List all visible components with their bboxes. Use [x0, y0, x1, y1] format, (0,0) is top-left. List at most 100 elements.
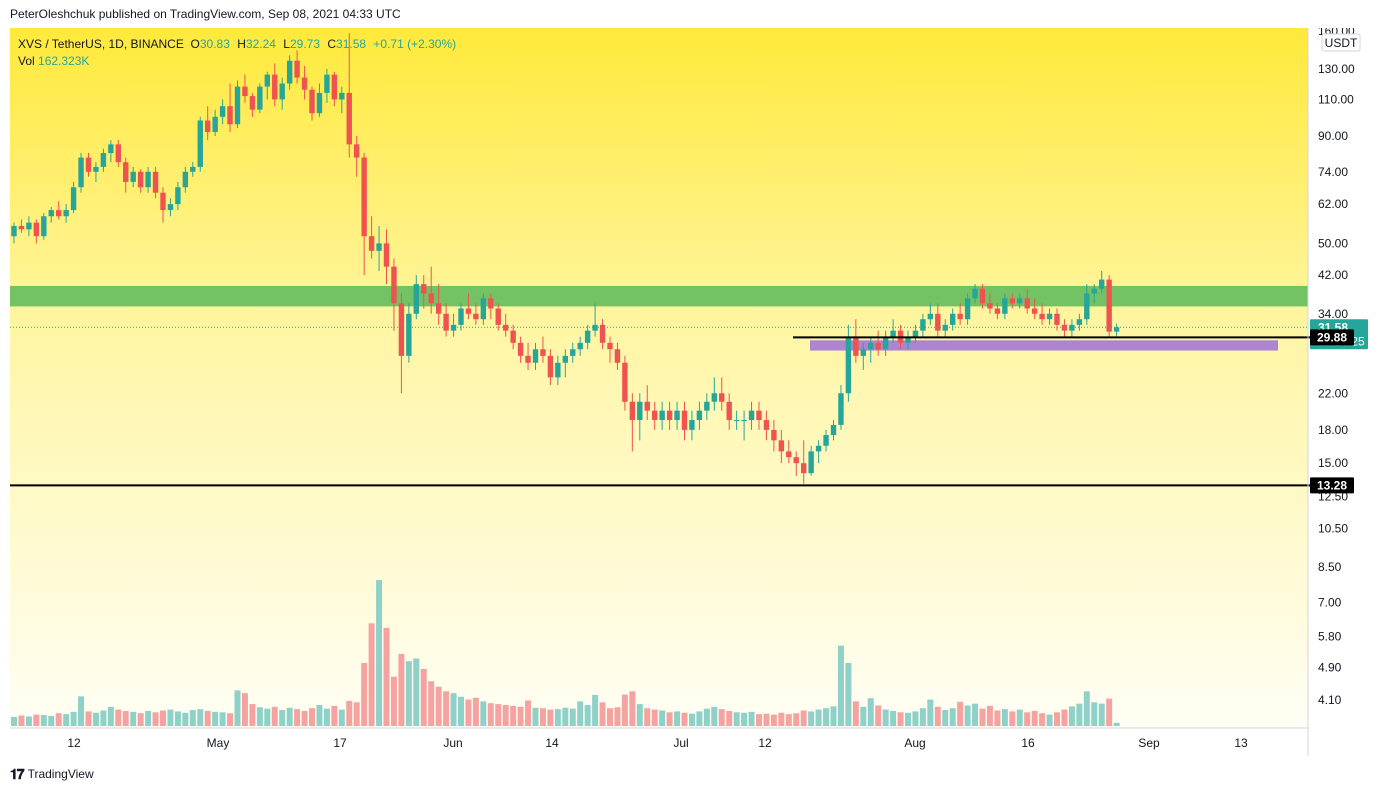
candle-body [205, 120, 211, 133]
volume-bar [353, 702, 360, 726]
candle-body [540, 349, 546, 356]
candle-body [830, 424, 837, 436]
candle-body [443, 313, 449, 331]
volume-bar [78, 696, 85, 726]
volume-bar [1113, 722, 1120, 726]
volume-bar [674, 711, 681, 726]
volume-bar [867, 698, 874, 726]
candle-body [421, 284, 427, 294]
candle-body [510, 330, 516, 343]
candle-body [272, 74, 278, 100]
candle-body [391, 266, 397, 304]
candle-body [629, 401, 636, 421]
currency-unit-badge[interactable]: USDT [1321, 33, 1361, 52]
volume-bar [130, 711, 137, 726]
zone-resistance[interactable] [10, 285, 1308, 307]
y-tick-label: 110.00 [1318, 92, 1354, 106]
candle-body [905, 336, 911, 343]
volume-bar [25, 716, 32, 726]
volume-bar [860, 706, 867, 726]
volume-bar [763, 713, 770, 726]
candle-body [435, 303, 442, 314]
y-tick-label: 4.90 [1318, 660, 1342, 674]
x-tick-label: 14 [545, 736, 559, 750]
volume-bar [748, 711, 755, 726]
candlestick-chart[interactable]: 160.00130.00110.0090.0074.0062.0050.0042… [0, 24, 1386, 760]
volume-bar [137, 713, 144, 726]
y-tick-label: 15.00 [1318, 456, 1348, 470]
candle-body [793, 457, 799, 464]
candle-body [18, 225, 25, 230]
candle-body [339, 92, 345, 100]
candle-body [368, 236, 375, 251]
candle-body [331, 74, 338, 100]
candle-body [264, 74, 270, 87]
volume-bar [495, 704, 502, 726]
chart-area[interactable]: 160.00 130.00 110.00 90.00 74.00 62.00 50.00 42… [0, 24, 1386, 760]
high-value: 32.24 [245, 37, 276, 51]
volume-bar [48, 715, 55, 726]
volume-bar [1098, 703, 1105, 726]
candle-body [815, 445, 822, 452]
volume-bar [234, 690, 241, 726]
volume-bar [323, 708, 330, 726]
volume-bar [480, 701, 487, 726]
volume-bar [413, 658, 420, 726]
volume-bar [398, 653, 405, 726]
tradingview-logo-text[interactable]: TradingView [27, 767, 94, 781]
volume-bar [830, 706, 837, 726]
volume-bar [256, 707, 263, 726]
candle-body [599, 324, 606, 343]
candle-body [137, 171, 144, 188]
volume-bar [174, 711, 181, 726]
tradingview-logo-icon[interactable]: 𝟏𝟕 [10, 765, 25, 782]
volume-bar [264, 708, 271, 726]
candle-body [950, 313, 956, 325]
y-tick-label: 50.00 [1318, 236, 1348, 250]
volume-bar [547, 709, 554, 726]
candle-body [1106, 279, 1112, 332]
volume-bar [167, 709, 174, 726]
volume-bar [681, 712, 688, 726]
candle-body [182, 171, 189, 188]
volume-bar [1046, 714, 1053, 726]
symbol-title[interactable]: XVS / TetherUS, 1D, BINANCE [18, 37, 184, 51]
candle-body [920, 319, 926, 331]
volume-bar [465, 699, 472, 726]
candle-body [525, 355, 531, 363]
candle-body [227, 106, 233, 125]
candle-body [316, 92, 323, 114]
zone-support[interactable] [810, 340, 1278, 351]
candle-body [413, 284, 419, 314]
volume-bar [621, 694, 628, 726]
candle-body [1054, 313, 1060, 325]
volume-bar [778, 712, 785, 726]
x-tick-label: 12 [67, 736, 81, 750]
candle-body [1099, 279, 1105, 289]
candle-body [480, 298, 487, 320]
volume-bar [212, 711, 219, 726]
candle-body [517, 342, 524, 356]
candle-body [1002, 298, 1008, 314]
candle-body [823, 435, 829, 446]
candle-body [756, 410, 762, 421]
x-tick-label: 16 [1021, 736, 1035, 750]
volume-bar [666, 712, 673, 726]
level-badge-value: 29.88 [1317, 330, 1347, 344]
volume-bar [1068, 706, 1075, 726]
y-tick-label: 7.00 [1318, 595, 1342, 609]
candle-body [78, 157, 84, 188]
volume-bar [450, 693, 457, 726]
volume-bar [11, 716, 17, 726]
volume-bar [1024, 712, 1031, 726]
level-badge-13.28: 13.28 [1310, 477, 1354, 494]
volume-bar [227, 713, 234, 726]
author-name[interactable]: PeterOleshchuk [10, 7, 96, 21]
x-tick-label: Jul [673, 736, 688, 750]
candle-body [100, 153, 107, 167]
candle-body [726, 401, 732, 421]
candle-body [465, 308, 472, 314]
volume-bar [92, 712, 99, 726]
candle-body [145, 171, 151, 188]
candle-body [719, 393, 725, 402]
